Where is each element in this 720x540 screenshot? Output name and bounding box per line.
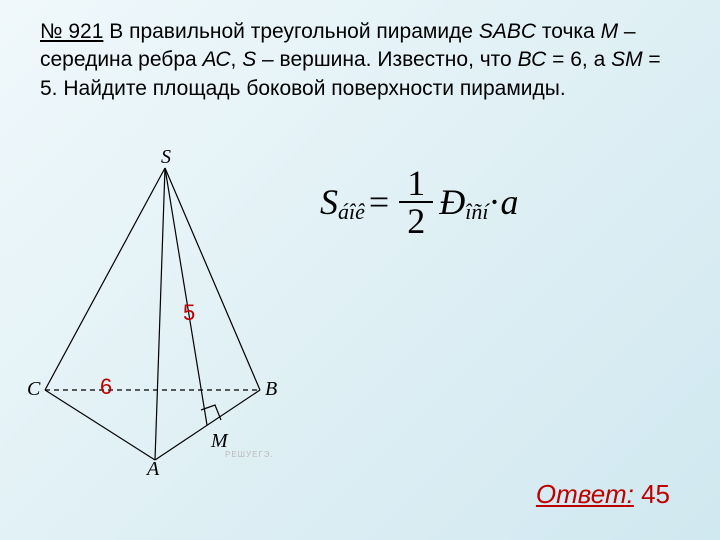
text-1: В правильной треугольной пирамиде [103, 20, 478, 43]
answer-value: 45 [634, 479, 670, 509]
formula: Sáîê = 1 2 Ðîñí · a [320, 165, 518, 239]
formula-eq: = [369, 181, 389, 223]
problem-number: № 921 [40, 20, 103, 43]
answer: Ответ: 45 [536, 479, 670, 510]
edge-ac: АС [203, 48, 231, 71]
edge-sm: SM [611, 48, 643, 71]
frac-den: 2 [399, 203, 433, 239]
text-5: – вершина. Известно, что [256, 48, 517, 71]
point-m: М [601, 20, 619, 43]
value-six: 6 [100, 374, 112, 400]
edge-bc: ВС [518, 48, 547, 71]
problem-statement: № 921 В правильной треугольной пирамиде … [40, 18, 680, 103]
text-4: , [231, 48, 243, 71]
text-2: точка [536, 20, 601, 43]
apex-s: S [242, 48, 256, 71]
pyramid-name: SABC [479, 20, 536, 43]
value-five: 5 [183, 300, 195, 326]
fraction: 1 2 [399, 165, 433, 239]
formula-D-sub: îñí [465, 199, 488, 225]
label-s: S [161, 146, 171, 169]
formula-S-sub: áîê [338, 199, 365, 225]
answer-label: Ответ: [536, 479, 634, 509]
formula-S: S [320, 181, 338, 223]
pyramid-svg [25, 150, 285, 480]
label-a: A [147, 458, 159, 481]
label-c: C [27, 378, 40, 401]
watermark: РЕШУЕГЭ. [225, 450, 274, 459]
pyramid-diagram: S C B A M 5 6 РЕШУЕГЭ. [25, 150, 285, 480]
formula-dot: · [488, 181, 500, 223]
text-6: = 6, а [546, 48, 611, 71]
frac-num: 1 [399, 165, 433, 203]
formula-a: a [500, 181, 518, 223]
formula-D: Ð [439, 181, 465, 223]
label-b: B [265, 378, 277, 401]
